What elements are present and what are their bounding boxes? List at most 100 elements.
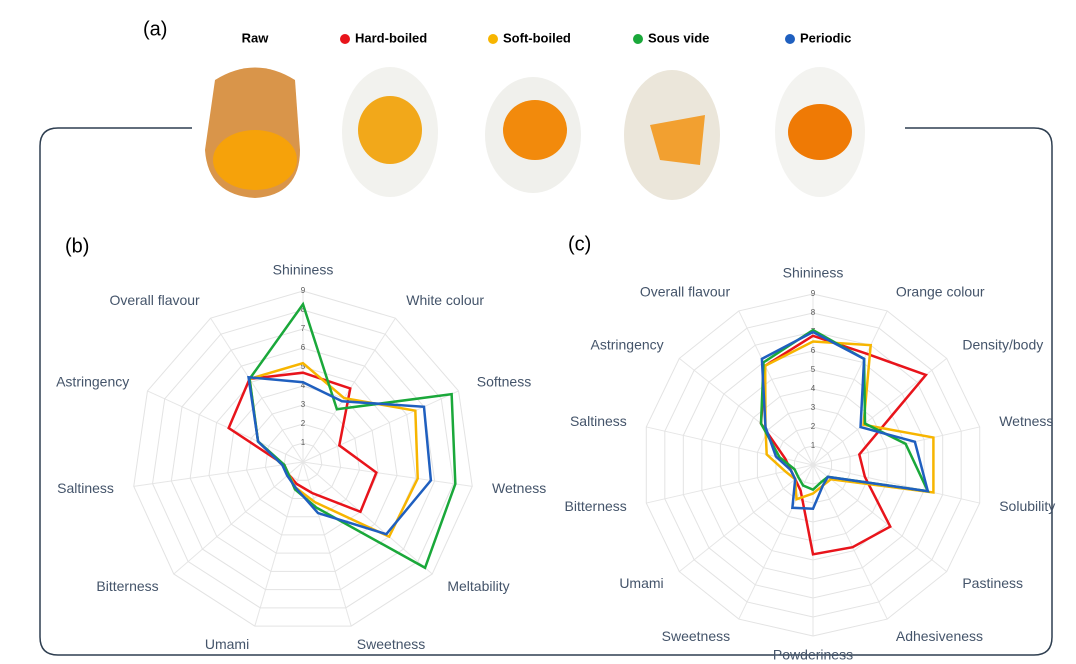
tick-label: 8 <box>811 308 816 317</box>
grid-line <box>682 331 944 599</box>
spoke <box>738 310 814 466</box>
axis-label: Wetness <box>999 413 1053 429</box>
spoke <box>812 426 980 466</box>
axis-label: Orange colour <box>896 284 985 300</box>
axis-label: Sweetness <box>357 636 425 652</box>
grid-line <box>133 290 473 627</box>
axis-label: Meltability <box>447 578 509 594</box>
legend-marker <box>488 34 498 44</box>
frame <box>39 127 1053 656</box>
axis-label: Powderiness <box>773 647 853 663</box>
grid-line <box>152 309 454 609</box>
axis-label: Bitterness <box>565 498 627 514</box>
tick-label: 2 <box>811 422 816 431</box>
spoke <box>302 461 433 575</box>
spoke <box>210 317 304 463</box>
axis-label: Shininess <box>783 265 844 281</box>
legend-label: Periodic <box>800 30 851 45</box>
grid-line <box>701 350 925 580</box>
legend-label: Raw <box>242 30 270 45</box>
tick-label: 1 <box>301 438 306 447</box>
spoke <box>302 461 473 487</box>
axis-label: Astringency <box>56 373 129 389</box>
axis-label: Wetness <box>492 480 546 496</box>
grid-line <box>793 445 833 485</box>
egg-photos <box>205 67 865 200</box>
tick-label: 4 <box>811 384 816 393</box>
spoke <box>812 464 888 620</box>
tick-label: 6 <box>301 343 306 352</box>
axis-label: Softness <box>477 373 531 389</box>
spoke <box>812 464 980 504</box>
tick-label: 1 <box>811 441 816 450</box>
grid-line <box>645 293 981 637</box>
axis-label: Umami <box>205 636 249 652</box>
tick-label: 5 <box>811 365 816 374</box>
tick-label: 5 <box>301 362 306 371</box>
legend-marker <box>340 34 350 44</box>
panel-label: (c) <box>568 233 591 255</box>
spoke <box>646 464 814 504</box>
spoke <box>302 461 352 627</box>
axis-label: Saltiness <box>570 413 627 429</box>
spoke <box>812 464 948 573</box>
yolk <box>503 100 567 160</box>
yolk <box>650 115 705 165</box>
series-line <box>760 330 930 510</box>
axis-label: White colour <box>406 292 484 308</box>
spoke <box>646 426 814 466</box>
panel-label: (a) <box>143 18 167 40</box>
spoke <box>302 390 459 463</box>
spoke <box>678 464 814 573</box>
tick-label: 8 <box>301 305 306 314</box>
series-line <box>227 371 378 514</box>
grid-line <box>189 347 417 572</box>
yolk <box>358 96 422 164</box>
legend-label: Soft-boiled <box>503 30 571 45</box>
series-line <box>248 361 419 539</box>
grid-line <box>719 369 907 561</box>
axis-label: Umami <box>619 575 663 591</box>
axis-label: Shininess <box>273 262 334 278</box>
axis-label: Bitterness <box>96 578 158 594</box>
spoke <box>133 461 304 487</box>
axis-label: Pastiness <box>962 575 1023 591</box>
tick-label: 6 <box>811 346 816 355</box>
tick-label: 2 <box>301 419 306 428</box>
grid-line <box>246 404 360 518</box>
spoke <box>812 310 888 466</box>
tick-label: 3 <box>301 400 306 409</box>
grid-line <box>283 442 323 481</box>
axis-label: Sweetness <box>662 628 730 644</box>
axis-label: Adhesiveness <box>896 628 983 644</box>
axis-label: Astringency <box>591 337 664 353</box>
panel-label: (b) <box>65 235 89 257</box>
spoke <box>678 357 814 466</box>
grid-line <box>227 385 379 536</box>
yolk <box>788 104 852 160</box>
tick-label: 9 <box>301 286 306 295</box>
tick-label: 7 <box>301 324 306 333</box>
legend-label: Hard-boiled <box>355 30 427 45</box>
tick-label: 9 <box>811 289 816 298</box>
tick-label: 4 <box>301 381 306 390</box>
grid-line <box>208 366 398 554</box>
grid-line <box>664 312 962 618</box>
spoke <box>147 390 304 463</box>
grid-line <box>264 423 342 499</box>
axis-label: Density/body <box>962 337 1043 353</box>
legend-label: Sous vide <box>648 30 709 45</box>
grid-line <box>170 328 436 591</box>
series-line <box>247 375 433 536</box>
tick-label: 3 <box>811 403 816 412</box>
spoke <box>173 461 304 575</box>
grid-line <box>775 426 851 504</box>
axis-label: Overall flavour <box>640 284 731 300</box>
axis-label: Solubility <box>999 498 1055 514</box>
axis-label: Overall flavour <box>109 292 200 308</box>
legend-marker <box>633 34 643 44</box>
axis-label: Saltiness <box>57 480 114 496</box>
series-line <box>763 340 935 501</box>
legend-marker <box>785 34 795 44</box>
